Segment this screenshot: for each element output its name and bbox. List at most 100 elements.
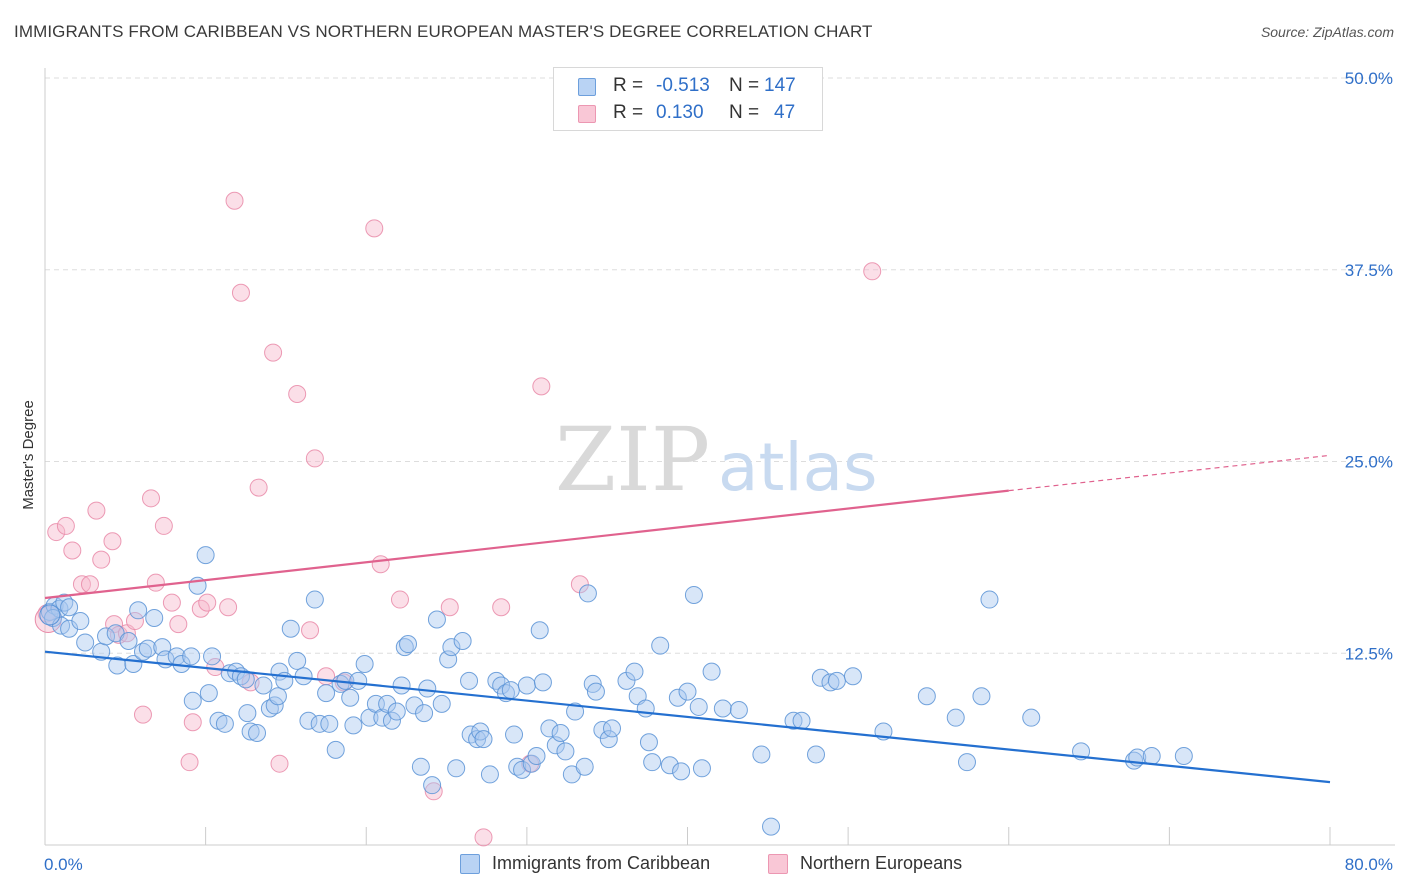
data-point-caribbean	[762, 817, 781, 836]
data-point-caribbean	[651, 636, 670, 655]
data-point-caribbean	[133, 642, 152, 661]
data-point-caribbean	[1174, 747, 1193, 766]
tick-labels: 12.5% 25.0% 37.5% 50.0% 0.0% 80.0%	[44, 69, 1393, 874]
data-point-caribbean	[387, 702, 406, 721]
data-point-caribbean	[215, 714, 234, 733]
data-point-caribbean	[575, 757, 594, 776]
data-point-caribbean	[480, 765, 499, 784]
data-point-northern	[180, 753, 199, 772]
legend-swatch-blue	[578, 78, 596, 96]
chart-title: IMMIGRANTS FROM CARIBBEAN VS NORTHERN EU…	[14, 22, 873, 41]
data-point-caribbean	[508, 757, 527, 776]
data-point-caribbean	[729, 701, 748, 720]
data-point-northern	[492, 598, 511, 617]
data-point-caribbean	[395, 638, 414, 657]
data-point-northern	[142, 489, 161, 508]
data-point-northern	[162, 593, 181, 612]
data-point-caribbean	[427, 610, 446, 629]
watermark: ZIP atlas	[555, 408, 878, 511]
data-point-caribbean	[603, 719, 622, 738]
data-point-northern	[390, 590, 409, 609]
y-tick-label: 50.0%	[1345, 69, 1393, 88]
x-tick-label: 80.0%	[1345, 855, 1393, 874]
data-point-northern	[424, 782, 443, 801]
data-point-caribbean	[713, 699, 732, 718]
bottom-legend-label: Immigrants from Caribbean	[492, 853, 711, 873]
source-note: Source: ZipAtlas.com	[1260, 24, 1394, 40]
data-point-caribbean	[411, 757, 430, 776]
data-point-caribbean	[513, 760, 532, 779]
data-point-northern	[440, 598, 459, 617]
data-point-caribbean	[60, 598, 79, 617]
data-point-caribbean	[405, 696, 424, 715]
legend-n-label: N =	[729, 75, 760, 96]
data-point-caribbean	[533, 673, 552, 692]
data-point-caribbean	[684, 585, 703, 604]
y-tick-label: 37.5%	[1345, 261, 1393, 280]
y-tick-label: 12.5%	[1345, 644, 1393, 663]
data-point-northern	[47, 523, 66, 542]
data-point-caribbean	[692, 759, 711, 778]
data-point-caribbean	[71, 612, 90, 631]
data-point-caribbean	[517, 676, 536, 695]
data-point-caribbean	[183, 691, 202, 710]
trend-line-caribbean	[44, 650, 1331, 784]
data-point-caribbean	[643, 753, 662, 772]
data-point-caribbean	[551, 724, 570, 743]
data-point-caribbean	[238, 704, 257, 723]
legend-r-value: -0.513	[656, 75, 710, 96]
data-point-northern	[183, 713, 202, 732]
data-point-caribbean	[593, 720, 612, 739]
data-point-northern	[305, 449, 324, 468]
data-point-northern	[125, 612, 144, 631]
data-point-northern	[87, 501, 106, 520]
legend-r-label: R =	[613, 102, 644, 123]
data-point-caribbean	[349, 671, 368, 690]
data-point-caribbean	[672, 762, 691, 781]
data-point-caribbean	[843, 667, 862, 686]
data-point-northern	[532, 377, 551, 396]
trend-lines	[44, 454, 1331, 784]
data-point-caribbean	[957, 753, 976, 772]
data-point-northern	[270, 754, 289, 773]
data-point-caribbean	[540, 719, 559, 738]
data-point-caribbean	[586, 682, 605, 701]
data-point-caribbean	[254, 676, 273, 695]
data-point-caribbean	[678, 682, 697, 701]
bottom-legend-swatch-pink	[768, 854, 788, 874]
watermark-zip: ZIP	[555, 408, 710, 511]
data-point-caribbean	[625, 662, 644, 681]
data-point-northern	[56, 516, 75, 535]
data-point-northern	[146, 573, 165, 592]
data-point-northern	[225, 191, 244, 210]
data-point-caribbean	[530, 621, 549, 640]
data-point-caribbean	[792, 711, 811, 730]
data-point-caribbean	[39, 604, 61, 626]
legend-r-label: R =	[613, 75, 644, 96]
data-point-caribbean	[138, 639, 157, 658]
data-point-caribbean	[447, 759, 466, 778]
legend-row-northern: R = 0.130 N = 47	[554, 101, 822, 127]
x-tick-label: 0.0%	[44, 855, 83, 874]
data-point-caribbean	[119, 631, 138, 650]
data-point-northern	[92, 550, 111, 569]
data-point-caribbean	[76, 633, 95, 652]
y-axis-label: Master's Degree	[20, 400, 37, 510]
legend-row-caribbean: R = -0.513 N = 147	[554, 74, 822, 100]
data-point-caribbean	[1022, 708, 1041, 727]
data-point-caribbean	[268, 687, 287, 706]
data-point-northern	[133, 705, 152, 724]
data-point-caribbean	[320, 714, 339, 733]
data-point-caribbean	[199, 684, 218, 703]
data-point-caribbean	[474, 730, 493, 749]
data-point-caribbean	[236, 670, 255, 689]
data-point-northern	[169, 615, 188, 634]
data-point-caribbean	[460, 671, 479, 690]
data-point-caribbean	[578, 584, 597, 603]
data-point-caribbean	[639, 733, 658, 752]
data-point-caribbean	[527, 747, 546, 766]
data-point-caribbean	[566, 702, 585, 721]
data-point-caribbean	[344, 716, 363, 735]
data-point-caribbean	[108, 656, 127, 675]
